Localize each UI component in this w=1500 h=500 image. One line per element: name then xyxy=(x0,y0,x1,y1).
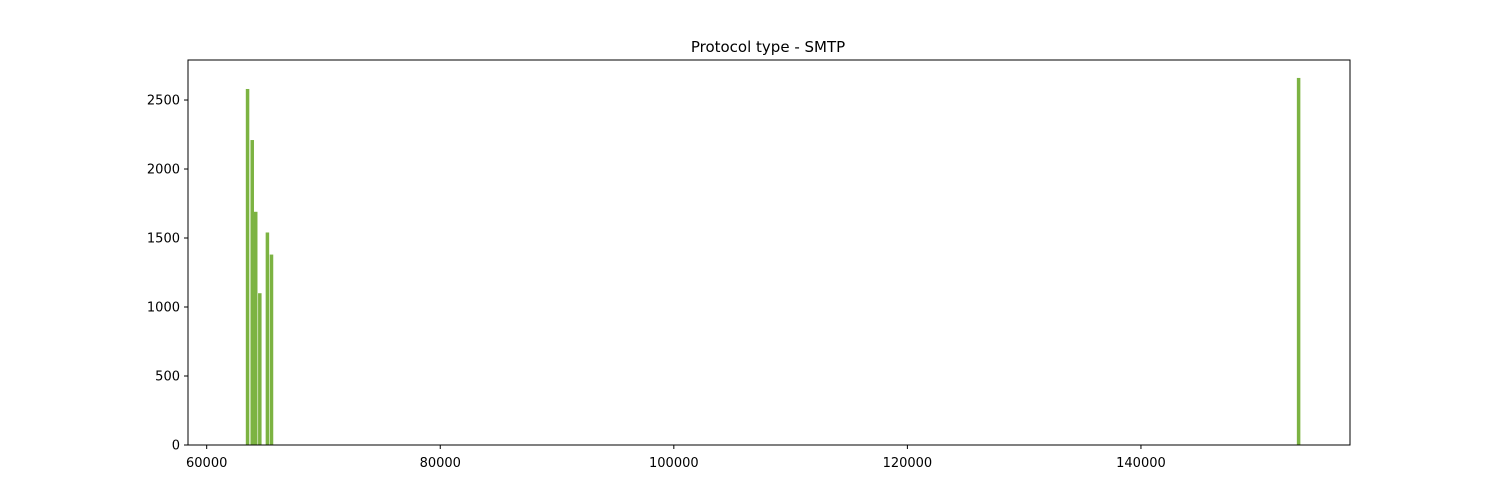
x-tick-label-0: 60000 xyxy=(186,456,227,471)
y-tick-label-3: 1500 xyxy=(147,232,180,247)
x-tick-label-3: 120000 xyxy=(883,456,933,471)
y-tick-label-5: 2500 xyxy=(147,94,180,109)
y-tick-label-0: 0 xyxy=(172,439,180,454)
y-tick-label-2: 1000 xyxy=(147,301,180,316)
plot-frame xyxy=(187,59,1351,446)
bar-3 xyxy=(258,293,262,445)
bar-0 xyxy=(245,88,250,445)
bar-4 xyxy=(265,232,270,445)
x-axis: 60000 80000 100000 120000 140000 xyxy=(186,445,1166,471)
y-tick-label-1: 500 xyxy=(155,370,180,385)
bar-2 xyxy=(253,211,258,445)
x-tick-label-4: 140000 xyxy=(1116,456,1166,471)
bar-1 xyxy=(250,140,254,446)
bars xyxy=(245,77,1301,446)
chart-title: Protocol type - SMTP xyxy=(691,38,845,56)
x-tick-label-1: 80000 xyxy=(420,456,461,471)
bar-6 xyxy=(1296,77,1301,445)
x-tick-label-2: 100000 xyxy=(649,456,699,471)
y-tick-label-4: 2000 xyxy=(147,163,180,178)
y-axis: 0 500 1000 1500 2000 2500 xyxy=(147,94,188,454)
bar-5 xyxy=(269,254,274,445)
